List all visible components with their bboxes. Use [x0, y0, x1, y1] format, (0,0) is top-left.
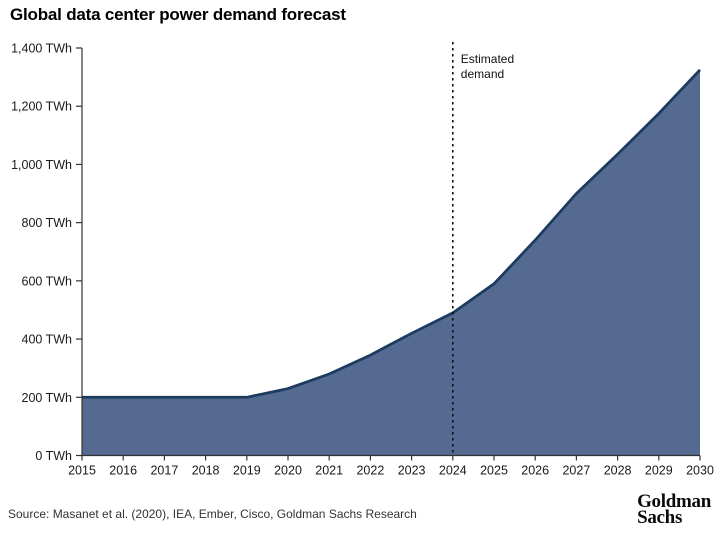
estimated-demand-label: Estimated	[461, 52, 514, 66]
x-tick-label: 2021	[315, 464, 343, 478]
x-tick-label: 2025	[480, 464, 508, 478]
y-tick-label: 0 TWh	[35, 449, 72, 463]
x-tick-label: 2019	[233, 464, 261, 478]
y-tick-label: 200 TWh	[22, 391, 73, 405]
x-tick-label: 2027	[562, 464, 590, 478]
chart-title: Global data center power demand forecast	[10, 5, 346, 24]
y-tick-label: 1,400 TWh	[11, 42, 72, 56]
y-tick-label: 600 TWh	[22, 274, 73, 288]
x-tick-label: 2022	[356, 464, 384, 478]
x-tick-label: 2016	[109, 464, 137, 478]
x-tick-label: 2024	[439, 464, 467, 478]
logo-line-goldman: Goldman	[637, 491, 711, 512]
y-tick-label: 400 TWh	[22, 333, 73, 347]
y-tick-label: 800 TWh	[22, 216, 73, 230]
x-tick-label: 2017	[150, 464, 178, 478]
goldman-sachs-logo: Goldman Sachs	[637, 491, 711, 528]
y-tick-label: 1,000 TWh	[11, 158, 72, 172]
x-tick-label: 2030	[686, 464, 714, 478]
x-tick-label: 2028	[604, 464, 632, 478]
demand-line	[82, 68, 702, 399]
x-tick-label: 2015	[68, 464, 96, 478]
x-tick-label: 2023	[398, 464, 426, 478]
source-note: Source: Masanet et al. (2020), IEA, Embe…	[8, 507, 417, 521]
x-tick-label: 2026	[521, 464, 549, 478]
x-tick-label: 2029	[645, 464, 673, 478]
x-tick-label: 2020	[274, 464, 302, 478]
x-tick-label: 2018	[192, 464, 220, 478]
estimated-demand-label: demand	[461, 67, 504, 81]
logo-line-sachs: Sachs	[637, 507, 683, 528]
y-tick-label: 1,200 TWh	[11, 100, 72, 114]
demand-area	[82, 69, 700, 456]
